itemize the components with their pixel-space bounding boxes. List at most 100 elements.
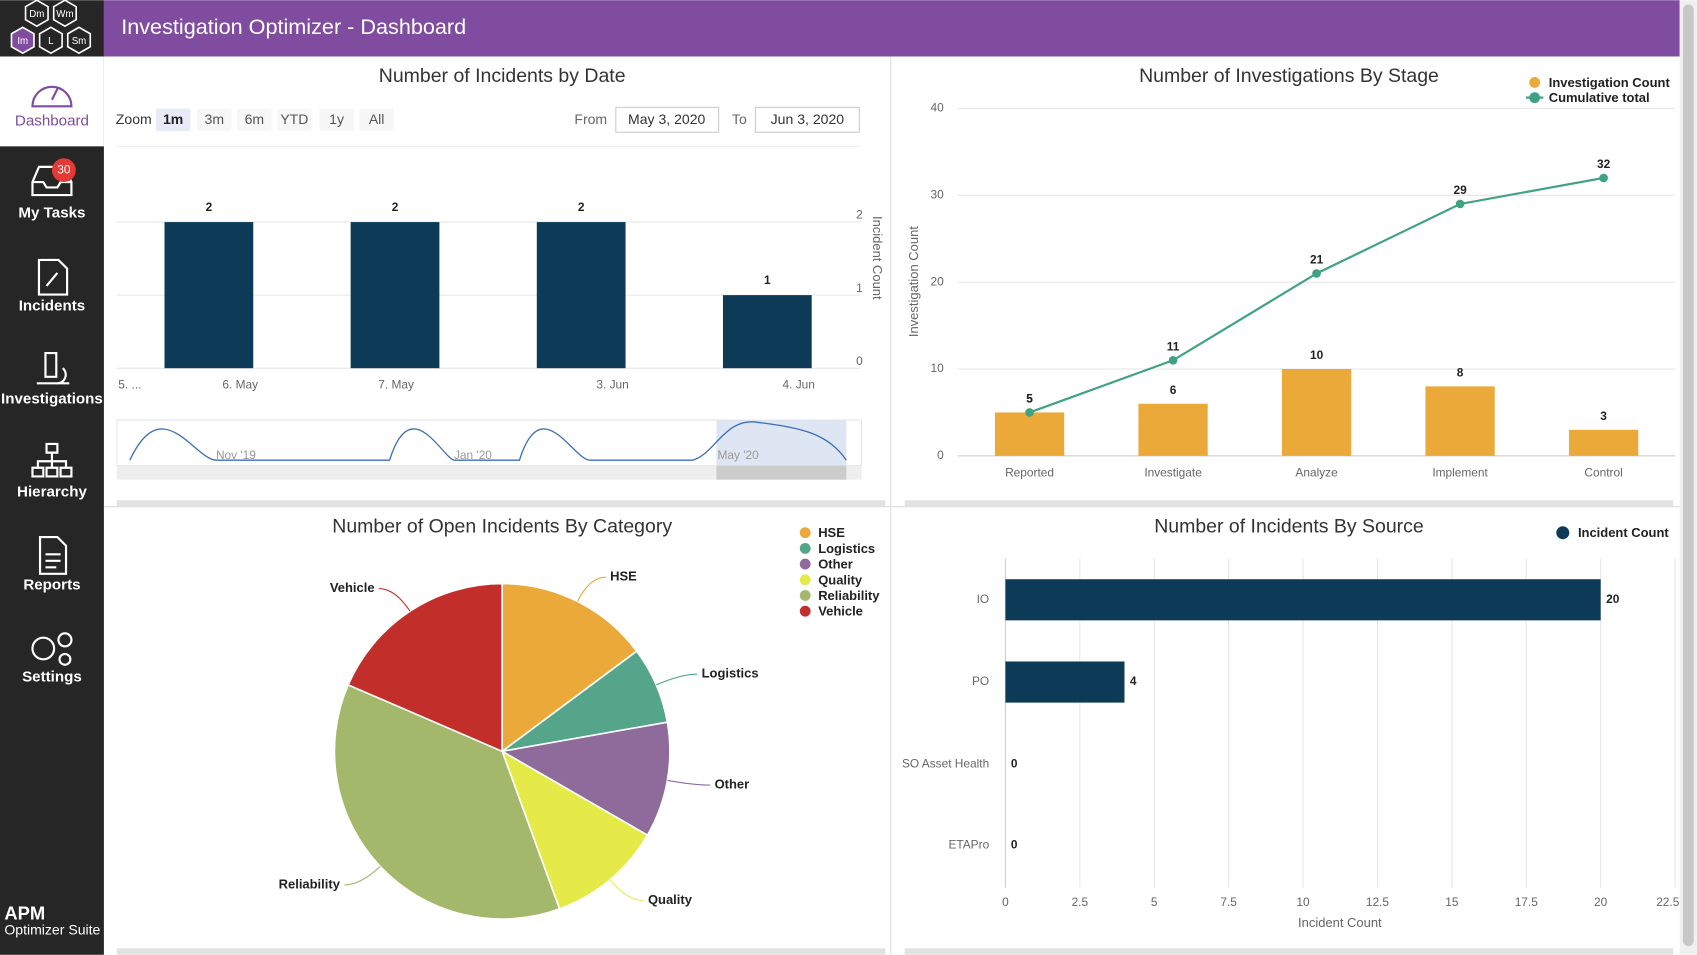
line-point[interactable] [1599, 173, 1608, 183]
y-tick-label: 20 [931, 274, 945, 288]
pie-slice[interactable] [333, 683, 561, 920]
zoom-button[interactable] [196, 108, 232, 132]
legend-marker [799, 558, 811, 570]
x-tick-label: 5. ... [118, 378, 141, 392]
data-label: 0 [1011, 756, 1018, 770]
pie-slice[interactable] [500, 749, 649, 910]
legend-marker [799, 590, 811, 601]
bar[interactable] [350, 222, 440, 369]
logo-hex [38, 26, 63, 55]
panel-scrollbar[interactable] [904, 500, 1674, 507]
y-tick-label: IO [977, 592, 990, 606]
slice-label: Quality [648, 892, 693, 907]
logo-text: Sm [72, 36, 87, 47]
line-point[interactable] [1455, 199, 1465, 209]
legend-label[interactable]: Cumulative total [1549, 90, 1650, 105]
legend-label[interactable]: Logistics [818, 541, 875, 556]
navigator-scrollbar-thumb[interactable] [716, 465, 847, 480]
range-to[interactable]: Jun 3, 2020 [771, 111, 845, 127]
x-tick-label: 15 [1445, 895, 1459, 909]
line-point[interactable] [1168, 355, 1178, 365]
nav-item[interactable]: Settings [22, 669, 82, 686]
data-label: 32 [1597, 157, 1611, 171]
data-label: 1 [764, 273, 771, 287]
bar[interactable] [1005, 579, 1601, 621]
range-from[interactable]: May 3, 2020 [628, 111, 705, 127]
y-tick-label: 0 [937, 448, 944, 462]
nav-item[interactable]: My Tasks [18, 204, 85, 221]
zoom-button-label[interactable]: YTD [280, 111, 308, 127]
navigator-label: Jan '20 [454, 448, 492, 462]
x-tick-label: Reported [1005, 465, 1054, 479]
nav-item[interactable]: Reports [23, 577, 80, 594]
logo-text: L [48, 36, 54, 47]
x-tick-label: 0 [1002, 895, 1009, 909]
legend-label[interactable]: Quality [818, 572, 863, 587]
x-tick-label: 6. May [222, 378, 258, 392]
legend-marker [1556, 526, 1570, 540]
zoom-button-label[interactable]: All [369, 111, 385, 127]
slice-label: Other [715, 777, 750, 792]
incidents-icon-pen [45, 272, 59, 287]
bar[interactable] [1005, 661, 1125, 703]
bar[interactable] [1281, 369, 1352, 456]
bar[interactable] [1568, 429, 1639, 456]
zoom-button[interactable] [319, 108, 354, 132]
bar[interactable] [536, 222, 626, 369]
navigator-selection[interactable] [716, 420, 847, 466]
zoom-button[interactable] [277, 108, 312, 132]
pie-slice[interactable] [347, 582, 503, 753]
x-tick-label: 10 [1296, 895, 1310, 909]
x-tick-label: 5 [1151, 895, 1158, 909]
legend-label[interactable]: Other [818, 557, 853, 572]
bar[interactable] [722, 295, 812, 369]
panel-scrollbar[interactable] [116, 500, 886, 507]
zoom-button-label[interactable]: 1y [329, 111, 344, 127]
bar[interactable] [1138, 403, 1208, 456]
legend-marker [799, 527, 811, 539]
nav-item-active-bg[interactable] [0, 56, 104, 147]
range-to-input[interactable] [754, 106, 860, 133]
zoom-button-label[interactable]: 6m [245, 111, 265, 127]
zoom-button[interactable] [155, 108, 191, 132]
line-point[interactable] [1025, 408, 1034, 417]
investigations-icon [36, 351, 70, 385]
panel-scrollbar[interactable] [116, 948, 886, 955]
panel-scrollbar[interactable] [904, 948, 1674, 955]
chart-title: Number of Incidents By Source [1154, 515, 1423, 537]
legend-label[interactable]: Incident Count [1578, 525, 1669, 540]
bar[interactable] [1425, 386, 1495, 456]
legend-label[interactable]: Reliability [818, 588, 880, 603]
legend-label[interactable]: Investigation Count [1549, 75, 1671, 90]
zoom-button-label[interactable]: 3m [205, 111, 225, 127]
data-label: 20 [1606, 592, 1620, 606]
navigator[interactable] [116, 419, 863, 480]
leader-line [576, 576, 606, 602]
pie-slice[interactable] [499, 721, 671, 837]
range-from-input[interactable] [615, 106, 720, 133]
legend-label[interactable]: HSE [818, 525, 845, 540]
logo-text: Im [17, 36, 28, 47]
bar[interactable] [994, 412, 1065, 456]
pie-slice[interactable] [501, 582, 638, 753]
data-label: 2 [206, 200, 213, 214]
line-point[interactable] [1312, 269, 1321, 278]
nav-item[interactable]: Investigations [1, 391, 103, 408]
zoom-button-label[interactable]: 1m [163, 111, 183, 127]
nav-item[interactable]: Dashboard [15, 112, 89, 129]
navigator-scrollbar[interactable] [116, 465, 862, 480]
x-tick-label: Implement [1432, 465, 1488, 479]
data-label: 4 [1130, 674, 1137, 688]
nav-item[interactable]: Hierarchy [17, 484, 87, 501]
data-label: 10 [1310, 348, 1324, 362]
page-scrollbar-thumb[interactable] [1682, 4, 1694, 947]
legend-label[interactable]: Vehicle [818, 604, 863, 619]
bar[interactable] [164, 222, 254, 369]
zoom-button[interactable] [237, 108, 272, 132]
nav-item[interactable]: Incidents [19, 298, 85, 315]
navigator-series [129, 421, 847, 461]
dashboard-icon [31, 85, 73, 108]
data-label: 5 [1026, 392, 1033, 406]
zoom-button[interactable] [359, 108, 394, 132]
